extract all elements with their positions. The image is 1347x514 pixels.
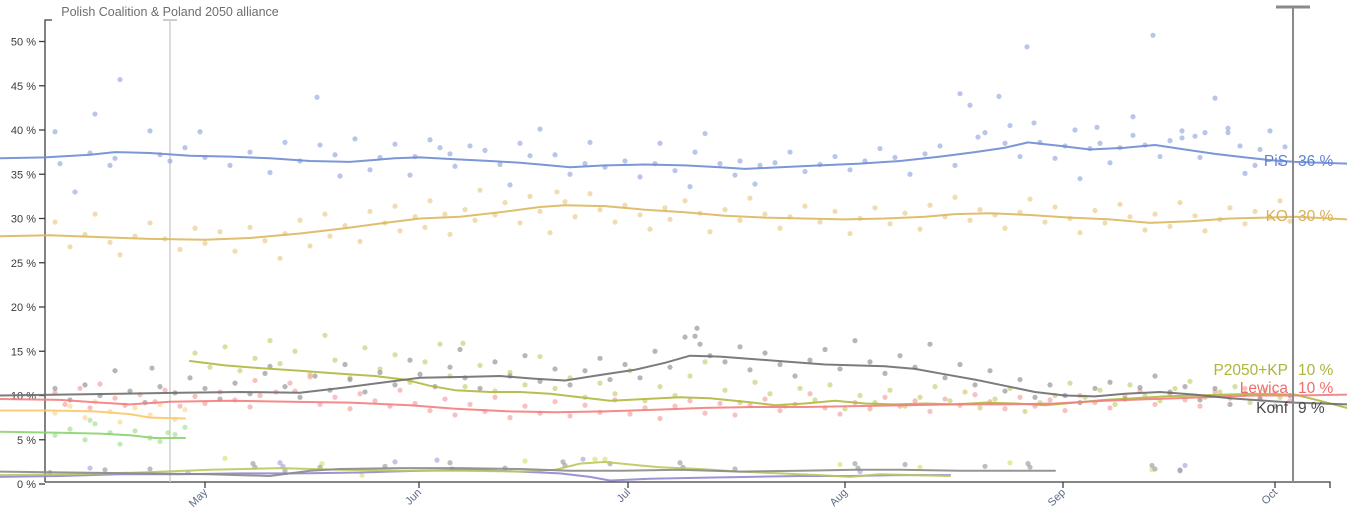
y-tick-label-5: 5 % xyxy=(17,435,36,447)
y-tick-label-15: 15 % xyxy=(11,346,36,358)
trend-P2050+KP xyxy=(189,360,1347,409)
x-tick-label-Oct: Oct xyxy=(1260,487,1281,508)
x-tick-label-Aug: Aug xyxy=(828,487,850,509)
series-name-label-KO: KO xyxy=(1266,208,1288,225)
y-tick-label-0: 0 % xyxy=(17,479,36,491)
x-tick-label-Jul: Jul xyxy=(615,487,633,505)
series-name-label-PiS: PiS xyxy=(1264,153,1288,170)
y-tick-label-40: 40 % xyxy=(11,125,36,137)
scatter-layer xyxy=(47,32,1293,478)
x-tick-label-May: May xyxy=(187,486,211,510)
trend-KP-pre-alliance xyxy=(0,409,186,420)
series-value-label-PiS: 36 % xyxy=(1298,153,1334,170)
event-marker-line xyxy=(163,19,177,482)
trend-Lewica xyxy=(0,393,1347,414)
scatter-minor-olive xyxy=(222,455,1155,478)
x-axis: May Jun Jul Aug Sep Oct xyxy=(45,481,1331,510)
y-tick-label-10: 10 % xyxy=(11,391,36,403)
series-value-label-Lewica: 10 % xyxy=(1298,380,1334,397)
series-name-label-P2050+KP: P2050+KP xyxy=(1213,362,1288,379)
cursor-scrubber[interactable] xyxy=(1276,5,1310,482)
x-tick-label-Jun: Jun xyxy=(403,487,424,508)
y-tick-label-35: 35 % xyxy=(11,169,36,181)
scatter-KO xyxy=(52,187,1293,261)
series-value-label-P2050+KP: 10 % xyxy=(1298,362,1334,379)
event-title: Polish Coalition & Poland 2050 alliance xyxy=(61,5,279,19)
series-name-label-Lewica: Lewica xyxy=(1240,380,1289,397)
trend-layer xyxy=(0,141,1347,482)
series-labels: PiS 36 % KO 30 % P2050+KP 10 % Lewica 10 % Konf 9… xyxy=(1213,153,1333,417)
y-axis: 0 % 5 % 10 % 15 % 20 % 25 % 30 % 35 % 40 % 45 % 50… xyxy=(11,19,52,491)
y-tick-label-50: 50 % xyxy=(11,37,36,49)
scatter-Konf xyxy=(52,325,1293,409)
trend-KO xyxy=(0,204,1347,241)
trend-PiS xyxy=(0,141,1347,170)
trend-minor-olive xyxy=(0,460,951,478)
x-tick-label-Sep: Sep xyxy=(1046,487,1068,509)
scatter-PiS xyxy=(52,32,1288,195)
series-value-label-Konf: 9 % xyxy=(1298,400,1325,417)
series-name-label-Konf: Konf xyxy=(1256,400,1289,417)
trend-minor-gray xyxy=(0,467,1056,477)
y-tick-label-25: 25 % xyxy=(11,258,36,270)
y-tick-label-20: 20 % xyxy=(11,302,36,314)
scatter-KP-pre-alliance xyxy=(52,399,188,425)
series-value-label-KO: 30 % xyxy=(1298,208,1334,225)
trend-Konf xyxy=(0,354,1347,406)
trend-P2050-pre-alliance xyxy=(0,430,186,439)
y-tick-label-45: 45 % xyxy=(11,81,36,93)
y-tick-label-30: 30 % xyxy=(11,214,36,226)
